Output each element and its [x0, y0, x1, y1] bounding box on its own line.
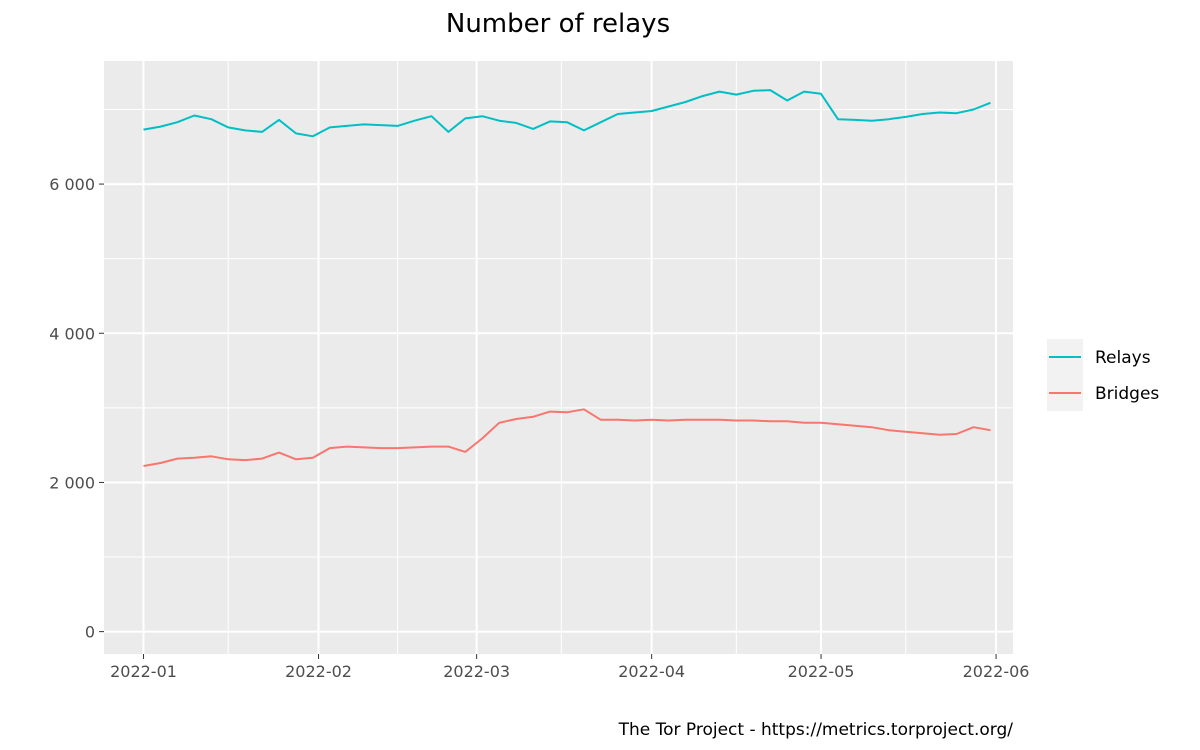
legend: Relays Bridges: [1047, 339, 1159, 411]
y-tick-label: 0: [85, 623, 95, 642]
series-line-relays: [143, 89, 991, 138]
grid: [52, 61, 1082, 654]
x-tick-label: 2022-02: [285, 662, 352, 681]
legend-label-relays: Relays: [1095, 348, 1151, 368]
x-tick-label: 2022-05: [788, 662, 855, 681]
axes: 0 2 000 4 000 6 000 2022-01 2022-02 2022-03 202…: [49, 175, 1029, 681]
chart-caption: The Tor Project - https://metrics.torpro…: [618, 720, 1014, 740]
x-tick-label: 2022-06: [963, 662, 1030, 681]
legend-key-background: [1047, 339, 1083, 411]
x-tick-label: 2022-04: [618, 662, 685, 681]
y-tick-label: 6 000: [49, 175, 95, 194]
x-tick-label: 2022-03: [443, 662, 510, 681]
chart-title: Number of relays: [446, 9, 670, 39]
y-tick-label: 2 000: [49, 473, 95, 492]
plot-panel: [104, 61, 1013, 654]
series-line-bridges: [143, 408, 991, 467]
series-lines: [143, 89, 991, 467]
legend-label-bridges: Bridges: [1095, 384, 1159, 404]
x-tick-label: 2022-01: [110, 662, 177, 681]
y-tick-label: 4 000: [49, 324, 95, 343]
